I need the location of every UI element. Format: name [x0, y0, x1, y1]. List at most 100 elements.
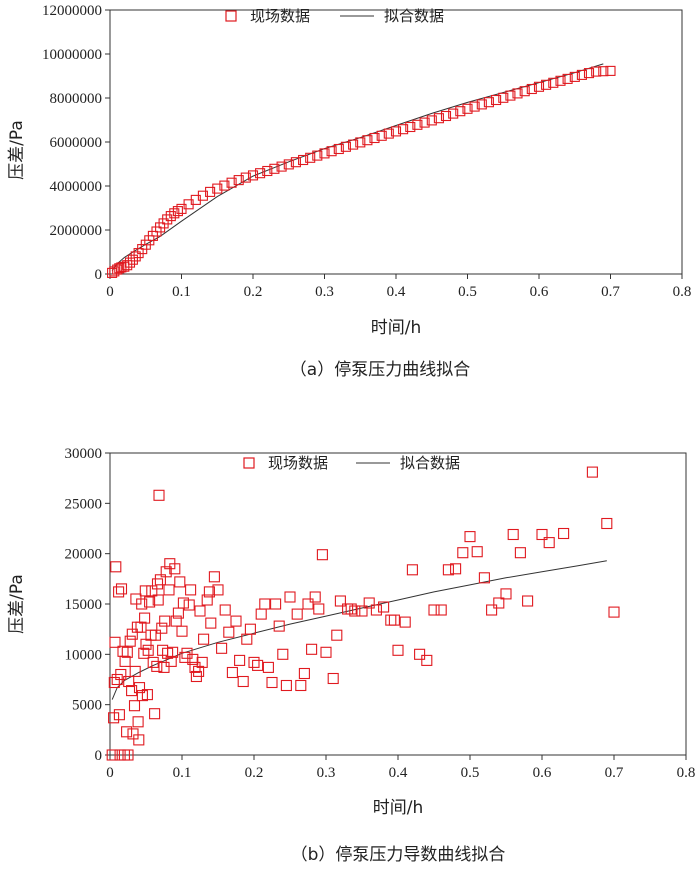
field-data-point — [385, 614, 397, 626]
field-data-point — [298, 667, 310, 680]
y-tick-label: 6000000 — [50, 135, 103, 151]
field-data-point — [533, 81, 545, 92]
y-tick-label: 12000000 — [42, 3, 102, 19]
field-data-point — [399, 616, 411, 628]
x-tick-label: 0.7 — [601, 284, 620, 300]
x-tick-label: 0.2 — [245, 765, 264, 781]
field-data-point — [512, 88, 523, 99]
legend-b: 现场数据 拟合数据 — [243, 454, 460, 472]
field-data-point — [124, 635, 136, 647]
y-tick-label: 30000 — [65, 446, 103, 462]
field-data-point — [108, 676, 120, 689]
field-data-point — [108, 712, 120, 724]
field-data-point — [234, 654, 246, 666]
y-tick-labels-b: 0 5000 10000 15000 20000 25000 30000 — [65, 446, 110, 764]
field-data-point — [277, 648, 289, 660]
y-axis-label-a: 压差/Pa — [7, 120, 27, 180]
field-data-point — [526, 83, 537, 95]
field-data-point — [262, 165, 273, 177]
x-tick-label: 0.1 — [172, 284, 191, 300]
x-tick-label: 0 — [106, 284, 114, 300]
field-data-point — [132, 716, 144, 728]
field-data-point — [115, 583, 128, 595]
field-data-point — [378, 601, 390, 613]
legend-field-marker-b — [243, 457, 255, 469]
field-data-point — [500, 588, 512, 600]
field-data-point — [601, 517, 613, 530]
field-data-point — [591, 66, 602, 77]
x-tick-label: 0.5 — [458, 284, 477, 300]
field-data-point — [333, 143, 344, 155]
field-data-point — [498, 92, 509, 103]
field-data-point — [326, 146, 337, 157]
field-data-point — [548, 77, 559, 88]
y-tick-label: 15000 — [65, 597, 103, 613]
y-axis-label-b: 压差/Pa — [7, 574, 27, 634]
field-data-point — [448, 108, 459, 119]
field-points-b — [106, 466, 620, 761]
field-data-point — [187, 653, 199, 665]
field-data-point — [230, 615, 242, 627]
field-data-point — [151, 660, 163, 672]
x-tick-label: 0.3 — [315, 284, 334, 300]
field-data-point — [146, 585, 158, 597]
field-data-point — [262, 661, 274, 673]
field-data-point — [462, 103, 473, 114]
field-data-point — [149, 708, 161, 720]
field-data-point — [126, 685, 138, 697]
field-data-point — [464, 531, 476, 543]
field-data-point — [223, 626, 235, 638]
field-data-point — [122, 260, 133, 271]
field-data-point — [219, 604, 231, 616]
field-data-point — [252, 659, 264, 671]
field-data-point — [226, 666, 238, 679]
field-data-point — [398, 124, 409, 135]
field-data-point — [165, 655, 177, 667]
field-data-point — [558, 527, 570, 540]
y-tick-label: 20000 — [65, 547, 103, 563]
field-data-point — [205, 617, 217, 629]
x-tick-label: 0.6 — [533, 765, 552, 781]
field-data-point — [153, 489, 165, 501]
field-data-point — [383, 128, 394, 139]
field-data-point — [147, 656, 159, 668]
x-tick-label: 0.6 — [530, 284, 549, 300]
field-data-point — [176, 625, 188, 637]
field-data-point — [369, 132, 380, 144]
y-tick-label: 0 — [95, 748, 103, 764]
field-data-point — [141, 689, 153, 701]
field-data-point — [273, 620, 285, 632]
field-data-point — [212, 584, 224, 596]
field-data-point — [133, 682, 146, 694]
field-data-point — [128, 700, 141, 712]
field-data-point — [356, 605, 368, 617]
field-data-point — [219, 180, 230, 191]
field-data-point — [295, 679, 307, 692]
field-data-point — [162, 214, 173, 225]
x-axis-label-b: 时间/h — [373, 798, 424, 818]
field-data-point — [139, 612, 151, 624]
field-data-point — [583, 68, 595, 79]
field-data-point — [348, 139, 359, 150]
x-tick-label: 0.1 — [173, 765, 192, 781]
field-data-point — [124, 257, 136, 268]
field-data-point — [138, 647, 150, 659]
y-tick-label: 0 — [95, 267, 103, 283]
field-data-point — [433, 113, 444, 124]
field-data-point — [135, 621, 147, 633]
field-data-point — [302, 598, 314, 610]
field-data-point — [320, 646, 332, 658]
field-data-point — [119, 655, 131, 667]
field-data-point — [414, 648, 426, 660]
field-data-point — [428, 604, 440, 616]
field-data-point — [457, 547, 469, 559]
field-data-point — [174, 576, 186, 588]
field-data-point — [106, 749, 118, 761]
field-data-point — [130, 251, 141, 262]
x-tick-label: 0.2 — [244, 284, 263, 300]
field-data-point — [421, 654, 433, 666]
field-data-point — [392, 644, 404, 656]
field-data-point — [370, 604, 382, 616]
field-data-point — [121, 646, 133, 658]
